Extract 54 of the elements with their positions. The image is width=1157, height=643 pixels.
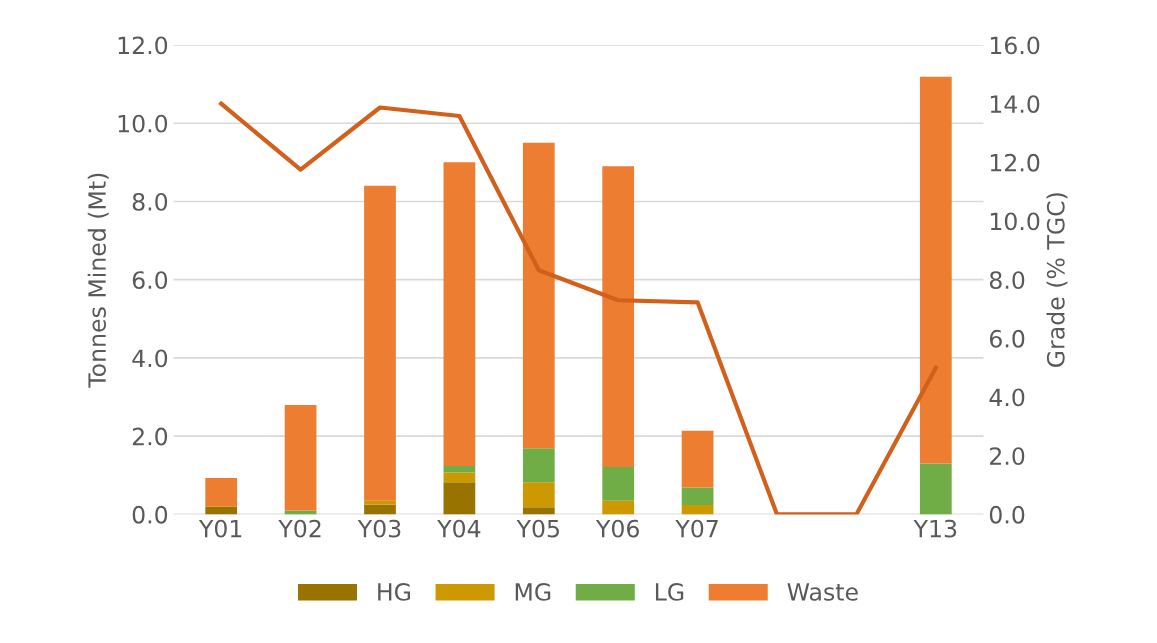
y-tick-label: 6.0 — [132, 271, 168, 290]
bar — [364, 185, 396, 501]
bar — [284, 510, 317, 515]
y2-tick-label: 14.0 — [990, 95, 1040, 113]
bar — [681, 430, 714, 488]
y-tick-label: 0.0 — [132, 505, 168, 524]
y2-tick-label: 10.0 — [990, 212, 1040, 231]
bar — [919, 463, 952, 515]
bar — [602, 467, 635, 501]
y2-tick-label: 0.0 — [989, 505, 1025, 524]
y2-tick-label: 12.0 — [990, 153, 1040, 172]
y2-axis-title: Grade (% TGC) — [1046, 193, 1068, 367]
bar — [522, 482, 555, 508]
y2-tick-label: 6.0 — [989, 329, 1025, 348]
bar — [205, 506, 238, 515]
y-tick-label: 12.0 — [118, 36, 168, 55]
bar — [522, 448, 555, 483]
legend-label: Waste — [787, 583, 858, 601]
y2-tick-label: 8.0 — [989, 271, 1025, 290]
bar — [443, 465, 476, 473]
x-tick-label: Y03 — [357, 519, 401, 538]
y-tick-label: 10.0 — [118, 114, 168, 133]
bar — [443, 472, 476, 483]
y2-tick-label: 4.0 — [989, 388, 1025, 407]
bar — [205, 478, 238, 507]
bar — [364, 500, 396, 505]
y-tick-label: 2.0 — [132, 427, 168, 446]
y-axis-title: Tonnes Mined (Mt) — [87, 173, 109, 388]
bar — [681, 487, 714, 506]
x-tick-label: Y04 — [437, 519, 481, 538]
bar — [522, 507, 555, 515]
bar — [364, 504, 396, 515]
x-tick-label: Y05 — [516, 519, 559, 538]
legend-label: MG — [515, 583, 551, 601]
y2-tick-label: 2.0 — [990, 447, 1025, 466]
bar — [443, 482, 476, 515]
x-tick-label: Y02 — [278, 519, 321, 538]
y-tick-label: 8.0 — [132, 192, 168, 211]
bar — [443, 162, 476, 466]
x-tick-label: Y07 — [675, 519, 718, 538]
line-series — [219, 101, 938, 515]
legend-label: LG — [655, 583, 684, 601]
bar — [681, 505, 714, 515]
bar — [919, 76, 952, 464]
bar — [602, 166, 635, 468]
y-tick-label: 4.0 — [132, 349, 168, 368]
x-tick-label: Y06 — [595, 519, 639, 538]
bar — [522, 142, 555, 449]
bar — [602, 500, 635, 515]
x-tick-label: Y13 — [913, 519, 957, 538]
bar — [284, 404, 317, 511]
x-tick-label: Y01 — [198, 519, 242, 538]
legend-label: HG — [378, 583, 410, 601]
y2-tick-label: 16.0 — [990, 36, 1040, 55]
